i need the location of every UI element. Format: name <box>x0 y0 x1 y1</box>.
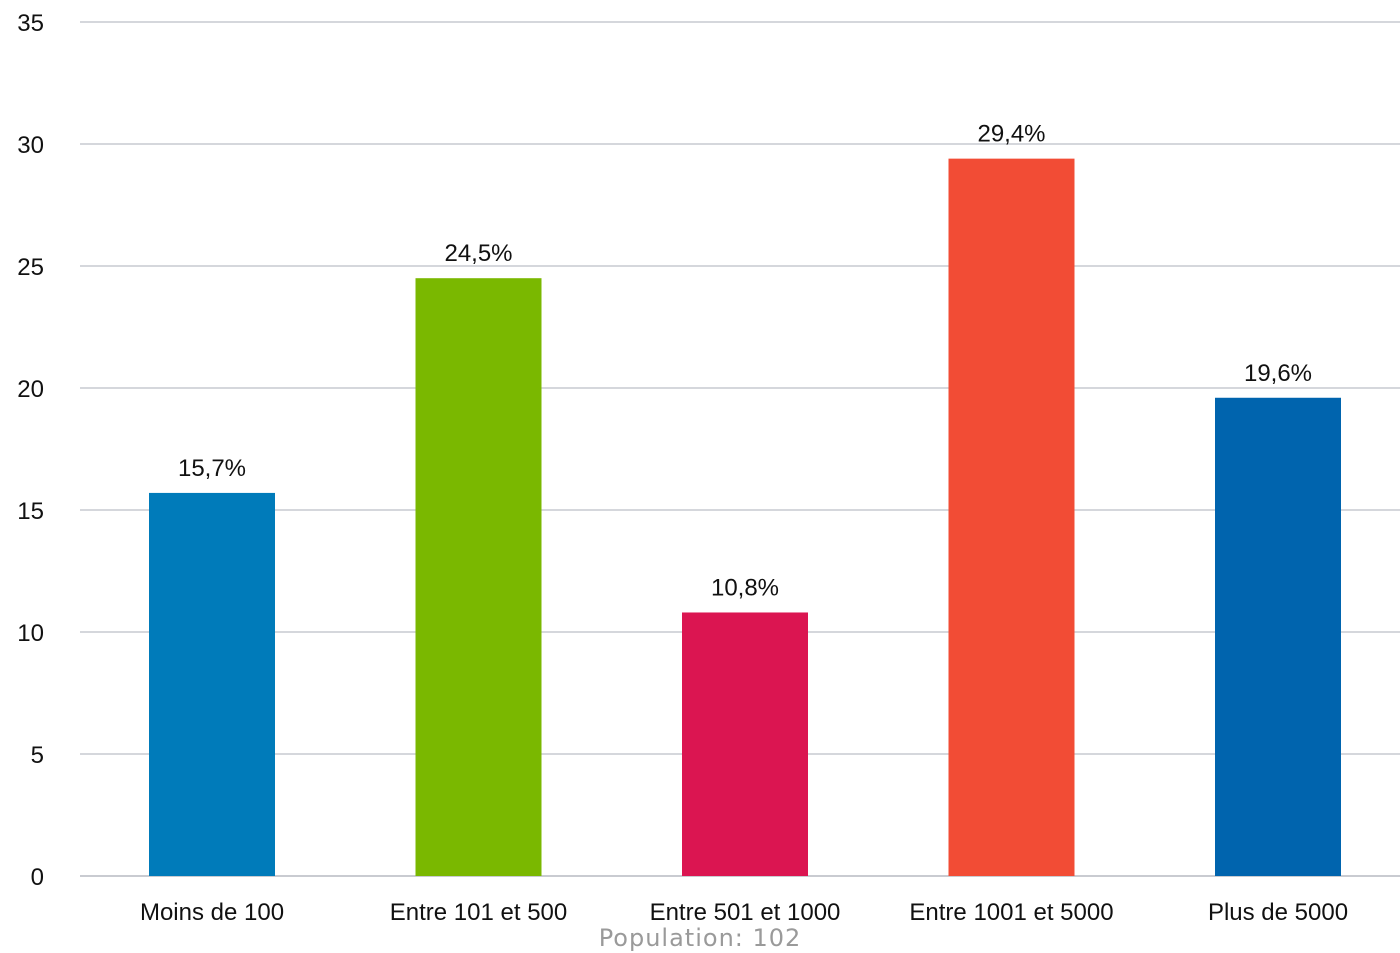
x-category-label: Moins de 100 <box>140 899 284 926</box>
y-axis-tick-labels: 0 5 10 15 20 25 30 35 <box>17 10 44 891</box>
x-category-label: Entre 1001 et 5000 <box>909 899 1113 926</box>
x-category-label: Entre 501 et 1000 <box>650 899 841 926</box>
x-category-label: Plus de 5000 <box>1208 899 1348 926</box>
bars <box>149 158 1341 876</box>
y-tick-label: 15 <box>17 498 44 525</box>
bar-data-label: 19,6% <box>1244 360 1312 387</box>
bar-data-label: 24,5% <box>444 240 512 267</box>
y-tick-label: 35 <box>17 10 44 37</box>
bar <box>149 492 275 876</box>
x-axis-category-labels: Moins de 100 Entre 101 et 500 Entre 501 et… <box>140 899 1348 926</box>
x-category-label: Entre 101 et 500 <box>390 899 567 926</box>
bar-data-label: 15,7% <box>178 455 246 482</box>
bar-data-label: 10,8% <box>711 574 779 601</box>
data-labels: 15,7% 24,5% 10,8% 29,4% 19,6% <box>178 121 1312 602</box>
y-tick-label: 20 <box>17 376 44 403</box>
y-tick-label: 25 <box>17 254 44 281</box>
y-tick-label: 0 <box>31 864 44 891</box>
bar <box>415 278 542 876</box>
bar <box>948 158 1075 876</box>
y-tick-label: 5 <box>31 742 44 769</box>
population-footnote: Population: 102 <box>598 924 802 952</box>
y-tick-label: 30 <box>17 132 44 159</box>
bar <box>682 612 808 876</box>
bar-data-label: 29,4% <box>977 121 1045 148</box>
y-tick-label: 10 <box>17 620 44 647</box>
bar <box>1215 397 1341 876</box>
